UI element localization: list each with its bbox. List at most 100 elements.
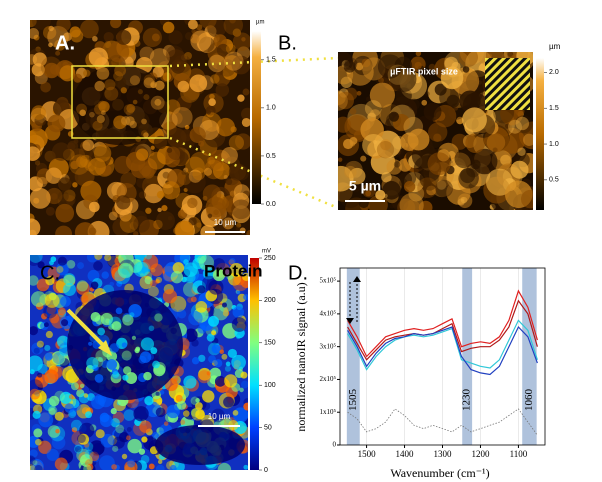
x-tick-label: 1100 <box>510 449 528 459</box>
texture <box>71 382 79 390</box>
texture <box>188 311 202 325</box>
texture <box>345 57 358 70</box>
texture <box>185 32 193 40</box>
texture <box>139 191 146 198</box>
texture <box>102 271 109 278</box>
texture <box>192 168 205 181</box>
texture <box>357 91 362 96</box>
texture <box>408 129 430 151</box>
texture <box>171 271 183 283</box>
figure: A. B. C. D. Protein µFTIR pixel size µm … <box>0 0 602 482</box>
band <box>347 268 360 445</box>
texture <box>417 177 438 198</box>
texture <box>226 362 231 367</box>
texture <box>29 326 38 335</box>
texture <box>177 309 186 318</box>
texture <box>44 345 50 351</box>
texture <box>516 117 529 130</box>
texture <box>83 69 90 76</box>
texture <box>221 147 238 164</box>
texture <box>22 219 40 237</box>
texture <box>121 87 127 93</box>
texture <box>55 458 68 471</box>
texture <box>389 112 399 122</box>
texture <box>77 262 84 269</box>
y-axis-label: normalized nanoIR signal (a.u) <box>294 282 308 431</box>
texture <box>213 210 219 216</box>
texture <box>224 15 243 34</box>
texture <box>91 396 105 410</box>
panel-label: A. <box>55 32 75 54</box>
texture <box>241 37 245 41</box>
texture <box>225 366 231 372</box>
texture <box>164 421 168 425</box>
texture <box>387 159 402 174</box>
texture <box>177 400 186 409</box>
texture <box>138 356 146 364</box>
texture <box>88 342 92 346</box>
texture <box>111 408 117 414</box>
texture <box>163 289 177 303</box>
texture <box>45 293 60 308</box>
texture <box>72 182 77 187</box>
texture <box>229 163 246 180</box>
texture <box>221 354 227 360</box>
texture <box>112 371 119 378</box>
texture <box>135 347 140 352</box>
texture <box>97 67 110 80</box>
texture <box>82 139 94 151</box>
texture <box>226 179 232 185</box>
texture <box>191 339 198 346</box>
texture <box>459 48 478 67</box>
y-tick-label: 1x10⁵ <box>320 408 337 416</box>
texture <box>150 280 157 287</box>
texture <box>160 390 165 395</box>
x-tick-label: 1200 <box>471 449 490 459</box>
y-tick-label: 4x10⁵ <box>320 309 337 317</box>
texture <box>237 94 244 101</box>
panel-label: B. <box>278 32 297 54</box>
texture <box>144 77 155 88</box>
texture <box>55 204 74 223</box>
texture <box>29 249 43 263</box>
texture <box>145 208 151 214</box>
texture <box>56 17 70 31</box>
texture <box>133 231 138 236</box>
texture <box>149 463 155 469</box>
texture <box>122 350 132 360</box>
texture <box>28 28 39 39</box>
texture <box>29 389 40 400</box>
texture <box>350 141 355 146</box>
texture <box>139 421 151 433</box>
texture <box>89 202 100 213</box>
texture <box>122 375 128 381</box>
texture <box>27 356 43 372</box>
texture <box>58 307 66 315</box>
colorbar-tick-label: 250 <box>264 255 276 262</box>
colorbar-tick-label: 0 <box>264 467 268 474</box>
texture <box>52 142 70 160</box>
texture <box>46 207 55 216</box>
x-tick-label: 1300 <box>434 449 453 459</box>
texture <box>404 181 415 192</box>
texture <box>141 337 154 350</box>
texture <box>359 198 369 208</box>
texture <box>50 256 56 262</box>
texture <box>155 425 245 465</box>
texture <box>183 410 190 417</box>
texture <box>141 119 147 125</box>
texture <box>517 148 525 156</box>
texture <box>114 268 130 284</box>
texture <box>77 280 88 291</box>
texture <box>34 465 42 473</box>
texture <box>33 428 42 437</box>
texture <box>425 91 430 96</box>
texture <box>195 301 207 313</box>
colorbar-tick-label: 1.0 <box>549 141 559 148</box>
texture <box>124 410 135 421</box>
texture <box>50 64 61 75</box>
texture <box>394 161 400 167</box>
texture <box>33 411 41 419</box>
texture <box>96 429 105 438</box>
texture <box>73 74 82 83</box>
